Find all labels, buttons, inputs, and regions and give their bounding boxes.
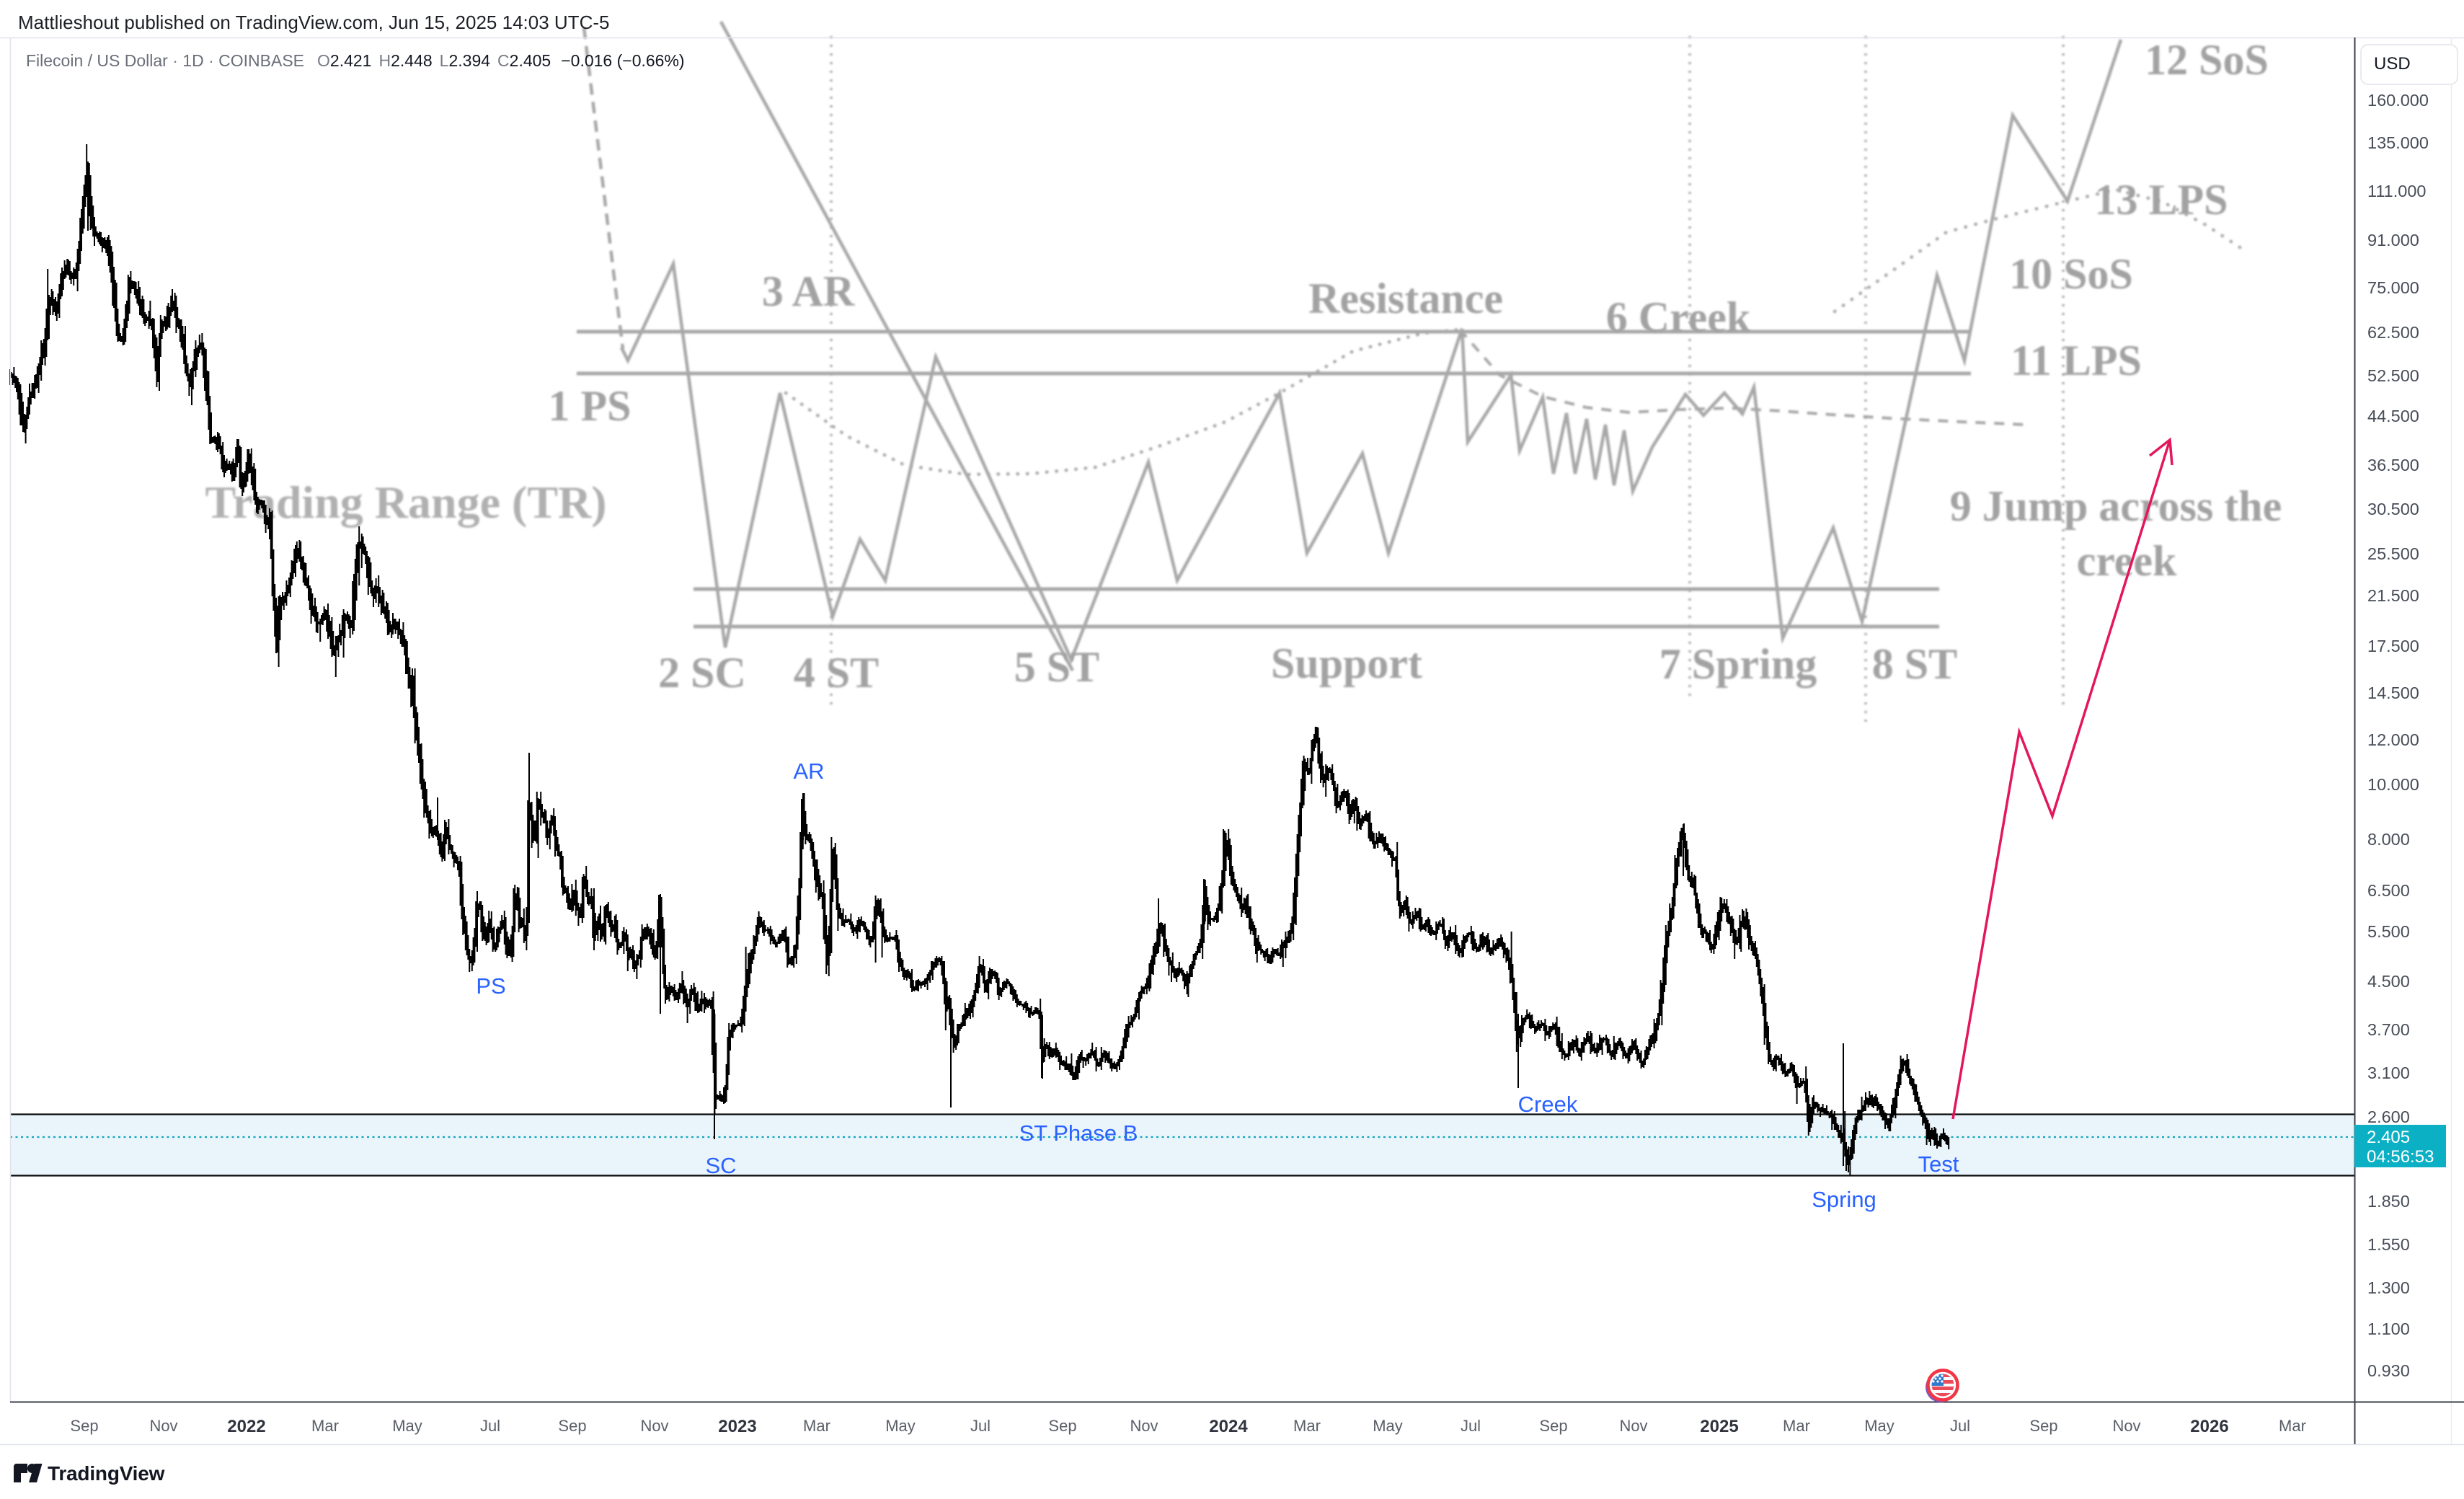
svg-text:Mar: Mar: [2279, 1417, 2306, 1435]
svg-text:12 SoS: 12 SoS: [2145, 36, 2269, 84]
svg-text:3.700: 3.700: [2367, 1020, 2410, 1039]
svg-text:21.500: 21.500: [2367, 586, 2419, 605]
svg-text:25.500: 25.500: [2367, 544, 2419, 563]
svg-text:2024: 2024: [1209, 1417, 1248, 1436]
svg-text:04:56:53: 04:56:53: [2367, 1147, 2434, 1167]
svg-text:Nov: Nov: [1130, 1417, 1158, 1435]
svg-text:1 PS: 1 PS: [548, 382, 631, 430]
svg-text:Creek: Creek: [1518, 1092, 1578, 1117]
svg-text:SC: SC: [705, 1153, 736, 1178]
svg-text:Jul: Jul: [480, 1417, 500, 1435]
svg-text:Sep: Sep: [2029, 1417, 2057, 1435]
svg-text:Jul: Jul: [1950, 1417, 1970, 1435]
svg-text:91.000: 91.000: [2367, 231, 2419, 249]
svg-text:PS: PS: [476, 973, 505, 999]
svg-text:4 ST: 4 ST: [794, 649, 879, 697]
svg-text:1.550: 1.550: [2367, 1235, 2410, 1254]
svg-text:Spring: Spring: [1812, 1187, 1876, 1212]
svg-text:5 ST: 5 ST: [1014, 643, 1099, 691]
svg-text:1.100: 1.100: [2367, 1319, 2410, 1338]
svg-text:1.850: 1.850: [2367, 1192, 2410, 1211]
svg-text:Mattlieshout published on Trad: Mattlieshout published on TradingView.co…: [18, 12, 609, 33]
svg-text:Jul: Jul: [1461, 1417, 1481, 1435]
svg-text:Jul: Jul: [970, 1417, 991, 1435]
svg-text:AR: AR: [793, 759, 824, 784]
svg-text:6 Creek: 6 Creek: [1606, 293, 1751, 341]
svg-text:10.000: 10.000: [2367, 775, 2419, 794]
svg-text:Mar: Mar: [803, 1417, 830, 1435]
svg-text:Nov: Nov: [2112, 1417, 2140, 1435]
svg-text:6.500: 6.500: [2367, 881, 2410, 900]
svg-text:ST Phase B: ST Phase B: [1019, 1120, 1138, 1146]
svg-text:11 LPS: 11 LPS: [2011, 337, 2142, 384]
svg-text:135.000: 135.000: [2367, 133, 2429, 152]
svg-text:111.000: 111.000: [2367, 182, 2426, 200]
svg-text:7 Spring: 7 Spring: [1659, 640, 1817, 688]
svg-text:17.500: 17.500: [2367, 637, 2419, 655]
svg-text:May: May: [1373, 1417, 1403, 1435]
svg-text:2023: 2023: [718, 1417, 756, 1436]
svg-text:Nov: Nov: [640, 1417, 668, 1435]
svg-text:30.500: 30.500: [2367, 500, 2419, 518]
svg-text:Test: Test: [1918, 1151, 1959, 1177]
svg-text:1.300: 1.300: [2367, 1278, 2410, 1297]
svg-text:5.500: 5.500: [2367, 922, 2410, 941]
svg-text:160.000: 160.000: [2367, 91, 2429, 110]
svg-text:May: May: [1864, 1417, 1894, 1435]
svg-text:USD: USD: [2374, 54, 2411, 74]
svg-text:TradingView: TradingView: [48, 1462, 165, 1485]
svg-text:Sep: Sep: [1048, 1417, 1076, 1435]
svg-text:2.600: 2.600: [2367, 1107, 2410, 1126]
svg-text:Mar: Mar: [311, 1417, 339, 1435]
svg-text:Sep: Sep: [1539, 1417, 1567, 1435]
svg-text:Sep: Sep: [558, 1417, 586, 1435]
svg-text:12.000: 12.000: [2367, 730, 2419, 749]
svg-text:3 AR: 3 AR: [762, 267, 855, 315]
svg-text:2022: 2022: [227, 1417, 265, 1436]
svg-text:Nov: Nov: [1619, 1417, 1647, 1435]
svg-text:3.100: 3.100: [2367, 1064, 2410, 1082]
svg-text:May: May: [885, 1417, 916, 1435]
svg-text:Resistance: Resistance: [1308, 275, 1503, 322]
svg-text:75.000: 75.000: [2367, 278, 2419, 297]
svg-text:10 SoS: 10 SoS: [2009, 250, 2133, 298]
svg-text:52.500: 52.500: [2367, 366, 2419, 385]
svg-text:Support: Support: [1271, 640, 1422, 687]
svg-text:36.500: 36.500: [2367, 456, 2419, 474]
svg-text:2026: 2026: [2190, 1417, 2228, 1436]
svg-text:Filecoin / US Dollar · 1D · CO: Filecoin / US Dollar · 1D · COINBASE O2.4…: [26, 51, 685, 70]
svg-text:44.500: 44.500: [2367, 407, 2419, 425]
svg-text:Sep: Sep: [70, 1417, 98, 1435]
svg-text:Mar: Mar: [1293, 1417, 1321, 1435]
svg-text:May: May: [392, 1417, 422, 1435]
svg-text:0.930: 0.930: [2367, 1361, 2410, 1380]
svg-text:2 SC: 2 SC: [658, 649, 746, 697]
svg-text:8.000: 8.000: [2367, 830, 2410, 849]
svg-text:4.500: 4.500: [2367, 972, 2410, 991]
svg-text:Mar: Mar: [1783, 1417, 1810, 1435]
svg-text:Nov: Nov: [149, 1417, 177, 1435]
svg-text:13 LPS: 13 LPS: [2094, 176, 2228, 224]
svg-text:2.405: 2.405: [2367, 1128, 2410, 1147]
svg-text:14.500: 14.500: [2367, 684, 2419, 702]
svg-text:9 Jump across the: 9 Jump across the: [1950, 482, 2282, 530]
svg-text:2025: 2025: [1700, 1417, 1738, 1436]
svg-text:62.500: 62.500: [2367, 323, 2419, 342]
svg-text:8 ST: 8 ST: [1872, 640, 1957, 688]
